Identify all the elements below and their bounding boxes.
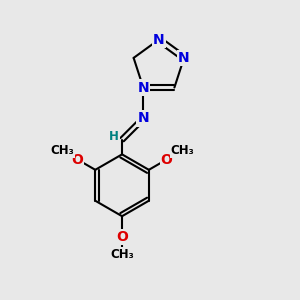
- Text: N: N: [153, 33, 165, 46]
- Text: N: N: [137, 111, 149, 125]
- Text: N: N: [178, 51, 190, 65]
- Text: O: O: [116, 230, 128, 244]
- Text: CH₃: CH₃: [50, 144, 74, 157]
- Text: O: O: [71, 152, 83, 167]
- Text: H: H: [109, 130, 119, 143]
- Text: N: N: [137, 80, 149, 94]
- Text: CH₃: CH₃: [170, 144, 194, 157]
- Text: O: O: [161, 152, 172, 167]
- Text: CH₃: CH₃: [110, 248, 134, 261]
